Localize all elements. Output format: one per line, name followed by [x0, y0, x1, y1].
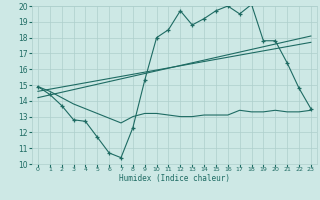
X-axis label: Humidex (Indice chaleur): Humidex (Indice chaleur) [119, 174, 230, 183]
